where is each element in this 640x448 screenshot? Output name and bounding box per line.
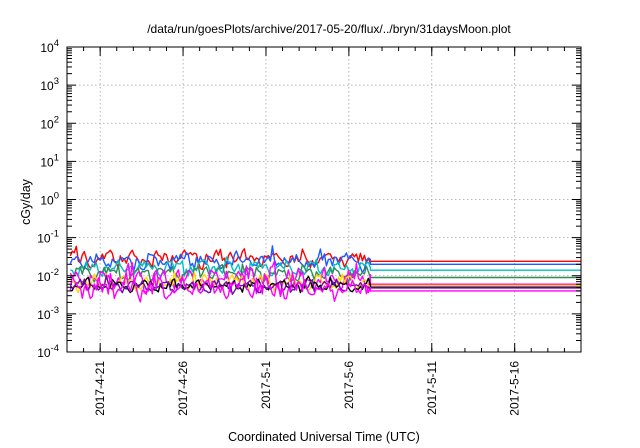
- grid: [67, 47, 581, 352]
- y-tick-label: 10-1: [37, 229, 59, 246]
- series-layer: [69, 245, 581, 303]
- y-tick-label: 100: [40, 191, 59, 208]
- x-tick-label: 2017-5-1: [259, 361, 273, 409]
- y-tick-label: 102: [40, 114, 59, 131]
- x-tick-label: 2017-5-6: [342, 361, 356, 409]
- x-axis: 2017-4-21 2017-4-26 2017-5-1 2017-5-6 2017-5…: [66, 47, 582, 416]
- x-tick-label: 2017-5-11: [425, 361, 439, 415]
- series-line: [69, 245, 581, 274]
- y-tick-label: 104: [40, 38, 59, 55]
- x-tick-label: 2017-4-26: [176, 361, 190, 416]
- y-tick-label: 10-2: [37, 267, 59, 284]
- y-tick-label: 10-4: [37, 343, 59, 360]
- x-tick-label: 2017-5-16: [508, 361, 522, 416]
- x-axis-title: Coordinated Universal Time (UTC): [228, 430, 420, 444]
- series-line: [69, 271, 581, 303]
- y-axis: 10-4 10-3 10-2 10-1 100 101 102 103 104: [37, 38, 581, 360]
- chart-title: /data/run/goesPlots/archive/2017-05-20/f…: [147, 22, 511, 36]
- y-tick-label: 103: [40, 76, 59, 93]
- y-tick-label: 101: [40, 152, 59, 169]
- y-tick-label: 10-3: [37, 305, 59, 322]
- y-axis-title: cGy/day: [19, 178, 33, 225]
- x-tick-label: 2017-4-21: [93, 361, 107, 416]
